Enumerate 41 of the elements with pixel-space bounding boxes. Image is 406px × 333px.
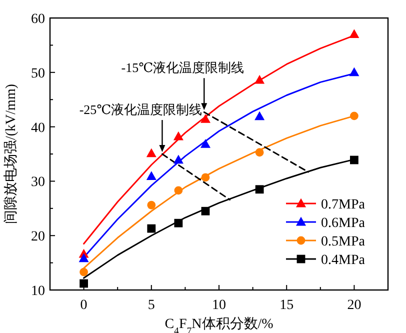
y-tick-label: 60 — [31, 12, 45, 27]
point — [146, 171, 156, 180]
point — [173, 131, 184, 140]
x-tick-label: 10 — [212, 298, 226, 313]
point — [78, 253, 89, 262]
legend-label: 0.4MPa — [321, 253, 366, 268]
x-tick-label: 15 — [280, 298, 294, 313]
point — [146, 148, 156, 158]
point — [80, 279, 88, 288]
y-tick-label: 10 — [31, 284, 45, 299]
point — [200, 139, 210, 148]
y-tick-label: 40 — [31, 120, 45, 136]
point — [201, 206, 210, 216]
point — [173, 154, 184, 164]
point — [254, 74, 265, 84]
point — [350, 112, 358, 120]
x-tick-label: 5 — [148, 298, 155, 313]
y-axis-title: 间隙放电场强/(kV/mm) — [3, 84, 19, 224]
legend-label: 0.6MPa — [321, 216, 366, 231]
x-tick-label: 0 — [80, 298, 88, 313]
annotation: -15℃液化温度限制线 — [121, 60, 244, 76]
point — [201, 173, 210, 182]
y-tick-label: 20 — [31, 230, 45, 245]
legend-label: 0.5MPa — [321, 234, 366, 250]
legend-label: 0.7MPa — [321, 198, 366, 212]
y-tick-label: 30 — [31, 175, 45, 190]
point — [349, 67, 360, 76]
point — [200, 114, 210, 123]
point — [255, 148, 264, 157]
point — [147, 200, 156, 210]
y-tick-label: 50 — [31, 66, 45, 82]
point — [254, 111, 265, 120]
point — [147, 224, 156, 233]
point — [350, 156, 358, 164]
point — [349, 29, 360, 38]
x-tick-label: 20 — [347, 298, 362, 313]
point — [255, 185, 264, 194]
point — [174, 218, 183, 228]
point — [174, 186, 183, 195]
point — [80, 268, 88, 276]
annotation: -25℃液化温度限制线 — [79, 102, 202, 117]
